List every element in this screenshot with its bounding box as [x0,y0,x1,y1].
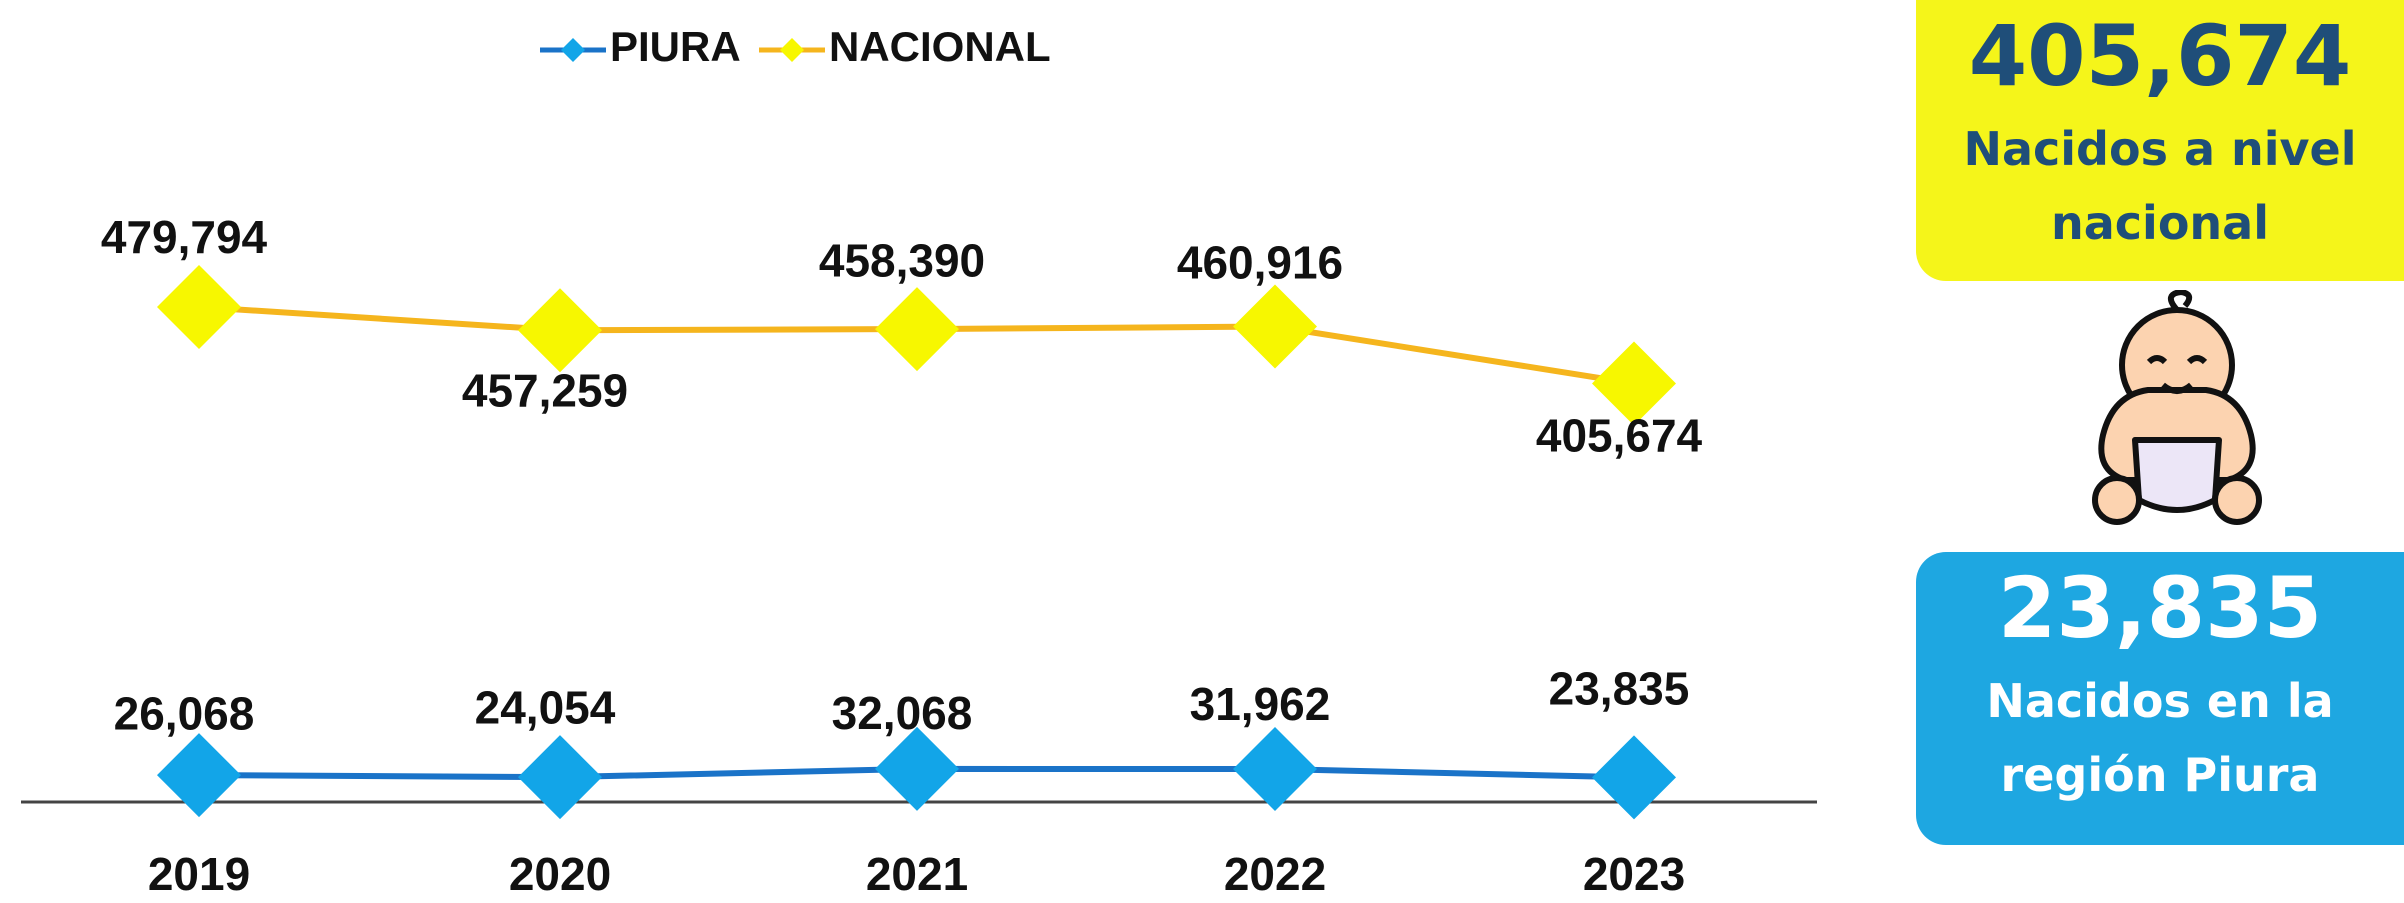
legend-label: PIURA [610,23,741,70]
x-tick-label: 2023 [1583,848,1685,900]
data-label: 24,054 [475,681,616,733]
card-caption: Nacidos en la región Piura [1925,664,2395,812]
marker [518,288,602,372]
data-label: 460,916 [1177,237,1343,289]
data-label: 23,835 [1549,663,1690,715]
card-caption: Nacidos a nivel nacional [1925,112,2395,260]
card-number: 23,835 [1916,552,2404,664]
national-card: 405,674 Nacidos a nivel nacional [1916,0,2404,281]
x-tick-label: 2020 [509,848,611,900]
data-label: 32,068 [832,687,973,739]
piura-card: 23,835 Nacidos en la región Piura [1916,552,2404,845]
data-label: 31,962 [1190,678,1331,730]
x-tick-label: 2019 [148,848,250,900]
card-number: 405,674 [1916,0,2404,112]
data-label: 457,259 [462,364,628,416]
marker [518,735,602,819]
marker [157,733,241,817]
data-label: 405,674 [1536,410,1703,462]
marker [1592,735,1676,819]
baby-icon [2077,290,2277,540]
x-tick-label: 2021 [866,848,968,900]
marker [875,727,959,811]
data-label: 458,390 [819,234,985,286]
legend-marker [561,38,585,62]
x-tick-label: 2022 [1224,848,1326,900]
page: 2019 2020 2021 2022 2023 26,068 24,054 32,068 31… [0,0,2404,903]
legend-marker [780,38,804,62]
marker [875,287,959,371]
marker [157,265,241,349]
marker [1233,727,1317,811]
legend-label: NACIONAL [829,23,1051,70]
marker [1233,284,1317,368]
chart: 2019 2020 2021 2022 2023 26,068 24,054 32,068 31… [0,0,1900,903]
data-label: 479,794 [101,211,268,263]
data-label: 26,068 [114,687,255,739]
